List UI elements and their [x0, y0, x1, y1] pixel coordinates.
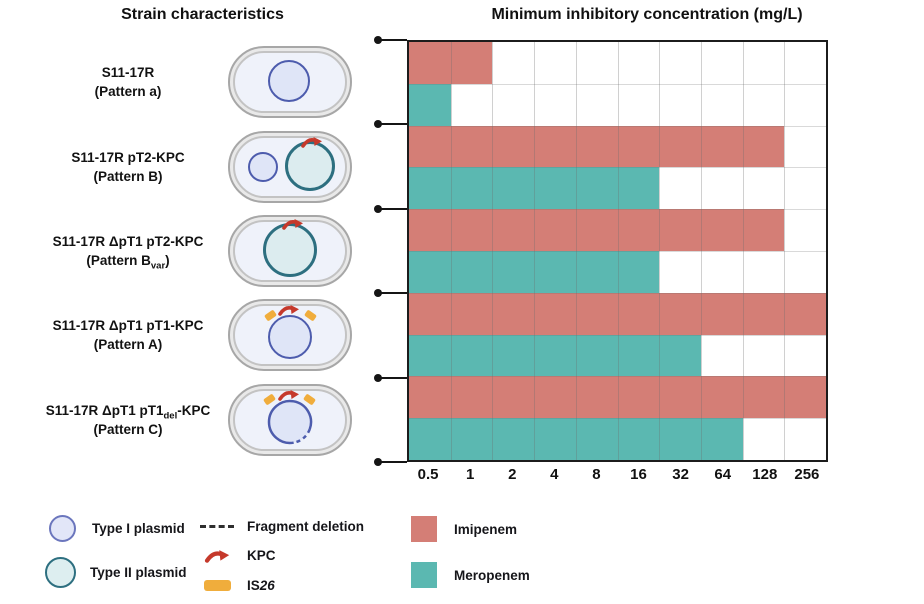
connector-dot: [374, 204, 382, 213]
x-tick-label: 1: [465, 466, 475, 483]
strain-name: S11-17R pT2-KPC: [71, 150, 185, 165]
strain-pattern: (Pattern B): [93, 169, 163, 184]
kpc-legend-arrow-icon: [200, 549, 234, 563]
connector-dot: [374, 373, 382, 382]
connector-dot: [374, 36, 382, 44]
cell-body: [233, 304, 347, 366]
type-ii-plasmid-icon: [263, 223, 317, 277]
strain-name: S11-17R ΔpT1 pT2-KPC: [52, 234, 204, 249]
connector-line: [381, 376, 407, 379]
fragment-deletion-dashes: [293, 428, 311, 444]
connector-line: [381, 123, 407, 126]
connector-line: [381, 292, 407, 295]
strain-name: S11-17R ΔpT1 pT1-KPC: [52, 318, 204, 333]
x-tick-label: 16: [630, 466, 647, 483]
kpc-arrow-icon: [278, 390, 299, 401]
connector-dot: [374, 120, 382, 129]
legend-item-imipenem: Imipenem: [407, 516, 517, 542]
fragment-deletion-icon: [200, 525, 234, 528]
bacterial-cell-pattern-b: [228, 131, 352, 203]
type-i-plasmid-icon: [268, 60, 310, 102]
x-tick-label: 32: [672, 466, 689, 483]
legend-item-is26: IS26: [200, 578, 275, 593]
imipenem-bar: [409, 376, 826, 419]
strain-label: S11-17R ΔpT1 pT2-KPC (Pattern Bvar): [10, 232, 246, 272]
x-tick-label: 128: [752, 466, 778, 483]
strain-label: S11-17R (Pattern a): [10, 63, 246, 101]
strain-label: S11-17R ΔpT1 pT1del-KPC (Pattern C): [10, 401, 246, 439]
connector-line: [381, 461, 407, 463]
connector-line: [381, 39, 407, 41]
is26-legend-icon: [200, 580, 234, 591]
mic-plot-bars: [409, 42, 826, 460]
x-axis: 0.5 1 2 4 8 16 32 64 128 256: [407, 466, 828, 484]
mic-chart-title: Minimum inhibitory concentration (mg/L): [491, 6, 803, 23]
meropenem-swatch: [407, 562, 441, 588]
legend-label: IS26: [247, 578, 275, 593]
bacterial-cell-pattern-a-kpc: [228, 299, 352, 371]
kpc-arrow-icon: [278, 305, 299, 316]
x-tick-label: 2: [508, 466, 517, 483]
imipenem-bar: [409, 125, 785, 168]
strain-label: S11-17R pT2-KPC (Pattern B): [10, 148, 246, 186]
connector-dot: [374, 289, 382, 298]
bacterial-cell-pattern-bvar: [228, 215, 352, 287]
legend-label: Meropenem: [454, 567, 530, 583]
type-ii-plasmid-legend-icon: [43, 557, 77, 588]
is26-icon: [303, 309, 318, 322]
mic-chart-plot: [407, 40, 828, 462]
strain-characteristics-title: Strain characteristics: [121, 6, 284, 23]
legend-item-meropenem: Meropenem: [407, 562, 530, 588]
imipenem-bar: [409, 209, 785, 251]
strain-label: S11-17R ΔpT1 pT1-KPC (Pattern A): [10, 316, 246, 354]
legend-item-type2: Type II plasmid: [43, 557, 187, 588]
type-i-plasmid-legend-icon: [45, 515, 79, 542]
imipenem-swatch: [407, 516, 441, 542]
legend-label: Type II plasmid: [90, 565, 187, 580]
bacterial-cell-pattern-c: [228, 384, 352, 456]
x-tick-label: 0.5: [417, 466, 439, 483]
type-i-plasmid-icon: [268, 315, 312, 359]
type-i-plasmid-deleted-icon: [267, 399, 313, 445]
meropenem-bar: [409, 167, 660, 210]
cell-body: [233, 136, 347, 198]
connector-line: [381, 207, 407, 210]
meropenem-bar: [409, 251, 660, 293]
x-tick-label: 64: [714, 466, 732, 483]
type-i-plasmid-icon: [248, 152, 278, 182]
meropenem-bar: [409, 418, 743, 460]
strain-pattern: (Pattern A): [93, 337, 163, 352]
bacterial-cell-pattern-a: [228, 46, 352, 118]
strain-name: S11-17R ΔpT1 pT1del-KPC: [45, 403, 211, 422]
strain-pattern: (Pattern Bvar): [86, 253, 170, 272]
meropenem-bar: [409, 83, 451, 126]
legend-item-deletion: Fragment deletion: [200, 519, 364, 534]
strain-pattern: (Pattern a): [94, 84, 162, 99]
x-tick-label: 8: [592, 466, 601, 483]
legend-item-type1: Type I plasmid: [45, 515, 185, 542]
cell-body: [233, 51, 347, 113]
legend-label: Imipenem: [454, 521, 518, 537]
kpc-arrow-icon: [282, 219, 303, 230]
imipenem-bar: [409, 292, 826, 335]
kpc-arrow-icon: [301, 137, 322, 148]
legend-item-kpc: KPC: [200, 548, 276, 563]
cell-body: [233, 389, 347, 451]
meropenem-bar: [409, 334, 701, 377]
strain-pattern: (Pattern C): [93, 422, 163, 437]
imipenem-bar: [409, 42, 493, 84]
cell-body: [233, 219, 347, 282]
type-ii-plasmid-icon: [285, 141, 335, 191]
x-tick-label: 256: [794, 466, 820, 483]
legend-label: Fragment deletion: [247, 519, 365, 534]
x-tick-label: 4: [550, 466, 559, 483]
strain-name: S11-17R: [101, 65, 155, 80]
legend-label: KPC: [247, 548, 276, 563]
legend-label: Type I plasmid: [92, 521, 185, 536]
connector-dot: [374, 458, 382, 466]
